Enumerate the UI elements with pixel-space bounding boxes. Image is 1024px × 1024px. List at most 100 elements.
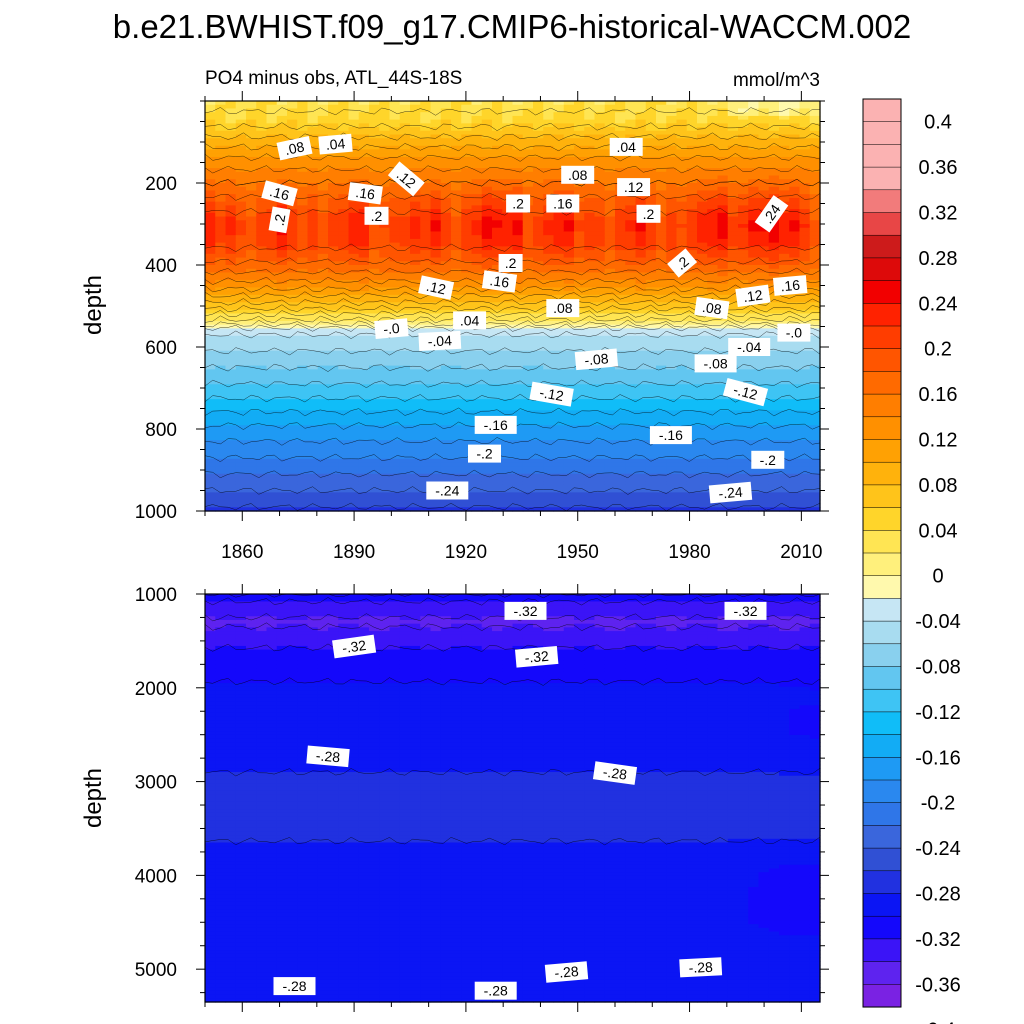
field-cell	[225, 373, 237, 378]
field-cell	[533, 209, 544, 214]
field-cell	[533, 175, 544, 180]
field-cell	[225, 145, 237, 151]
field-cell	[481, 212, 493, 218]
field-cell	[451, 142, 462, 147]
field-cell	[594, 499, 606, 505]
field-cell	[328, 156, 339, 162]
field-cell	[666, 257, 678, 262]
field-cell	[410, 410, 421, 415]
field-cell	[615, 402, 626, 408]
field-cell	[512, 369, 524, 374]
field-cell	[666, 108, 678, 113]
field-cell	[584, 212, 596, 218]
field-cell	[235, 272, 247, 277]
field-cell	[543, 317, 555, 322]
field-cell	[563, 421, 575, 426]
field-cell	[338, 108, 350, 113]
field-cell	[533, 354, 544, 359]
field-cell	[522, 320, 534, 326]
field-cell	[594, 373, 606, 378]
field-cell	[492, 108, 503, 113]
field-cell	[492, 253, 503, 259]
field-cell	[379, 399, 391, 404]
field-cell	[543, 130, 555, 136]
field-cell	[348, 499, 360, 505]
field-cell	[635, 470, 647, 475]
field-cell	[276, 376, 288, 382]
field-cell	[615, 294, 626, 300]
field-cell	[645, 235, 657, 240]
field-cell	[307, 112, 319, 117]
field-cell	[481, 313, 493, 318]
field-cell	[656, 238, 667, 244]
field-cell	[297, 436, 309, 441]
field-cell	[399, 335, 411, 341]
field-cell	[246, 309, 257, 315]
field-cell	[225, 507, 237, 512]
field-cell	[225, 347, 237, 352]
field-cell	[584, 115, 596, 121]
field-cell	[235, 421, 247, 426]
field-cell	[574, 268, 585, 274]
field-cell	[512, 156, 524, 162]
field-cell	[266, 324, 278, 329]
field-cell	[615, 451, 626, 456]
field-cell	[481, 373, 493, 378]
field-cell	[287, 235, 298, 240]
field-cell	[502, 380, 514, 385]
field-cell	[604, 276, 616, 281]
field-cell	[502, 466, 514, 471]
field-cell	[492, 101, 503, 106]
field-cell	[553, 432, 565, 438]
field-cell	[328, 205, 339, 210]
field-cell	[440, 384, 452, 389]
field-cell	[235, 168, 247, 173]
field-cell	[492, 317, 503, 322]
field-cell	[512, 410, 524, 415]
field-cell	[502, 101, 514, 106]
field-cell	[635, 272, 647, 277]
field-cell	[287, 499, 298, 505]
field-cell	[543, 455, 555, 460]
field-cell	[276, 235, 288, 240]
field-cell	[625, 171, 637, 177]
field-cell	[287, 436, 298, 441]
field-cell	[635, 238, 647, 244]
field-cell	[615, 399, 626, 404]
field-cell	[584, 317, 596, 322]
field-cell	[522, 317, 534, 322]
field-cell	[369, 253, 380, 259]
field-cell	[533, 503, 544, 508]
field-cell	[440, 268, 452, 274]
field-cell	[645, 470, 657, 475]
field-cell	[430, 477, 442, 482]
field-cell	[307, 440, 319, 445]
field-cell	[533, 294, 544, 300]
field-cell	[553, 350, 565, 356]
field-cell	[287, 127, 298, 132]
field-cell	[481, 123, 493, 128]
field-cell	[584, 160, 596, 165]
field-cell	[625, 414, 637, 419]
field-cell	[492, 183, 503, 188]
field-cell	[574, 324, 585, 329]
field-cell	[358, 231, 370, 236]
field-cell	[338, 194, 350, 199]
field-cell	[666, 238, 678, 244]
field-cell	[276, 123, 288, 128]
field-cell	[225, 309, 237, 315]
field-cell	[420, 388, 432, 393]
field-cell	[481, 265, 493, 270]
field-cell	[625, 350, 637, 356]
field-cell	[451, 365, 462, 370]
field-cell	[553, 134, 565, 139]
field-cell	[410, 142, 421, 147]
field-cell	[512, 108, 524, 113]
field-cell	[574, 402, 585, 408]
field-cell	[430, 455, 442, 460]
field-cell	[481, 261, 493, 266]
field-cell	[656, 402, 667, 408]
field-cell	[656, 283, 667, 288]
field-cell	[522, 127, 534, 132]
field-cell	[410, 384, 421, 389]
